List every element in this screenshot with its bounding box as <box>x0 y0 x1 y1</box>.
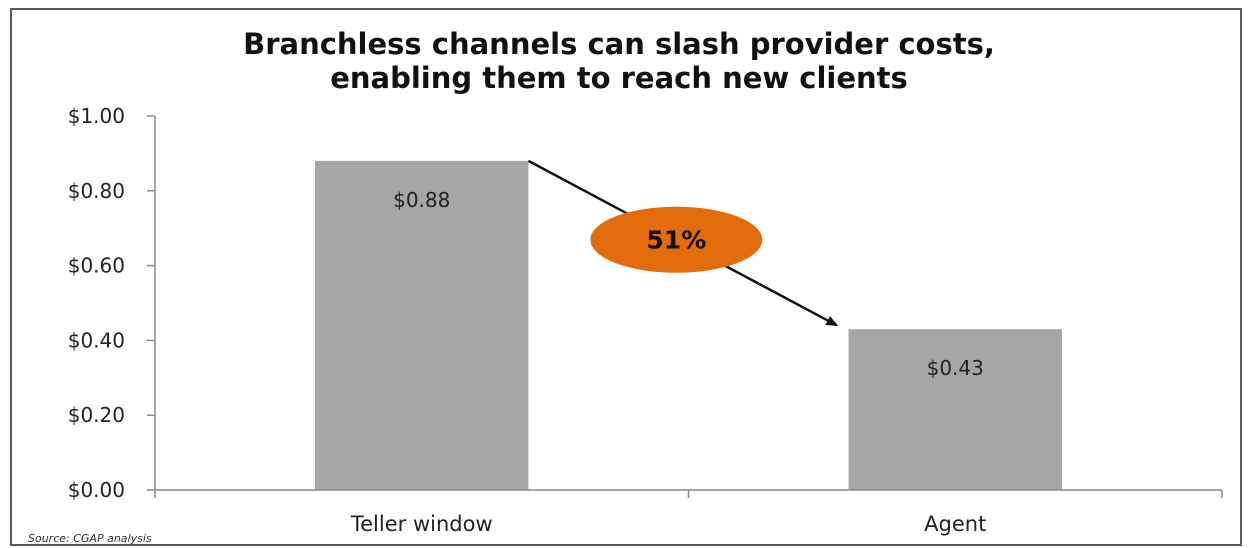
source-note: Source: CGAP analysis <box>28 532 152 545</box>
bar <box>848 329 1062 490</box>
y-tick-label: $0.00 <box>68 478 125 502</box>
y-tick-label: $0.40 <box>68 328 125 352</box>
bar <box>315 160 529 490</box>
bar-value-label: $0.43 <box>927 356 984 380</box>
x-category-label: Agent <box>924 512 986 536</box>
bar-value-label: $0.88 <box>393 188 450 212</box>
x-category-label: Teller window <box>350 512 493 536</box>
bars: $0.88 $0.43 <box>315 160 1062 490</box>
x-axis: Teller window Agent <box>154 489 1223 536</box>
reduction-badge <box>590 206 763 273</box>
chart-title-line-2: enabling them to reach new clients <box>330 61 908 95</box>
y-tick-label: $0.20 <box>68 403 125 427</box>
y-axis: $0.00 $0.20 $0.40 $0.60 $0.80 $1.00 <box>68 104 156 502</box>
y-tick-label: $1.00 <box>68 104 125 128</box>
reduction-percent-label: 51% <box>646 226 706 255</box>
y-tick-label: $0.60 <box>68 254 125 278</box>
y-tick-label: $0.80 <box>68 179 125 203</box>
chart-title-line-1: Branchless channels can slash provider c… <box>243 27 995 61</box>
